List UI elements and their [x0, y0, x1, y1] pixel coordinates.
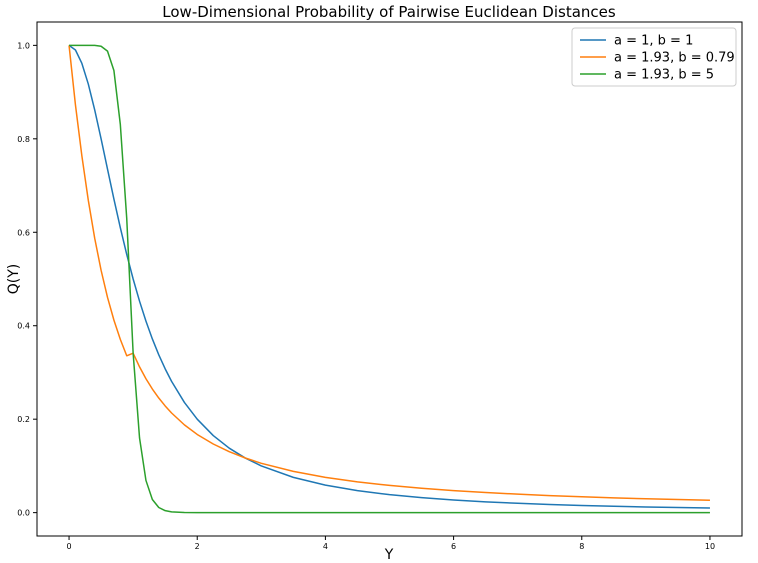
x-axis: 0 2 4 6 8 10	[66, 536, 715, 551]
legend-box	[571, 27, 737, 87]
legend-label-0: a = 1, b = 1	[614, 34, 693, 49]
y-tick-label: 0.0	[17, 509, 30, 518]
legend-label-1: a = 1.93, b = 0.79	[614, 51, 735, 66]
x-tick-label: 10	[705, 542, 715, 551]
plot-area	[36, 21, 743, 537]
y-tick-label: 0.8	[17, 135, 30, 144]
y-tick-label: 0.2	[17, 415, 30, 424]
series-line-0	[68, 44, 710, 509]
x-tick-label: 6	[451, 542, 456, 551]
series-line-1	[68, 45, 710, 502]
legend: a = 1, b = 1 a = 1.93, b = 0.79 a = 1.93, …	[571, 27, 737, 87]
x-tick-label: 0	[66, 542, 71, 551]
series-line-2	[69, 44, 710, 514]
series-layer	[68, 44, 710, 514]
y-tick-label: 0.6	[17, 228, 30, 237]
x-tick-label: 8	[579, 542, 584, 551]
y-axis: 0.0 0.2 0.4 0.6 0.8 1.0	[17, 41, 37, 518]
y-tick-label: 1.0	[17, 41, 30, 50]
y-tick-label: 0.4	[17, 322, 30, 331]
x-axis-label: Y	[384, 547, 394, 563]
legend-label-2: a = 1.93, b = 5	[614, 68, 714, 83]
chart-title: Low-Dimensional Probability of Pairwise …	[162, 3, 616, 21]
x-tick-label: 2	[195, 542, 200, 551]
x-tick-label: 4	[323, 542, 328, 551]
y-axis-label: Q(Y)	[6, 264, 22, 295]
